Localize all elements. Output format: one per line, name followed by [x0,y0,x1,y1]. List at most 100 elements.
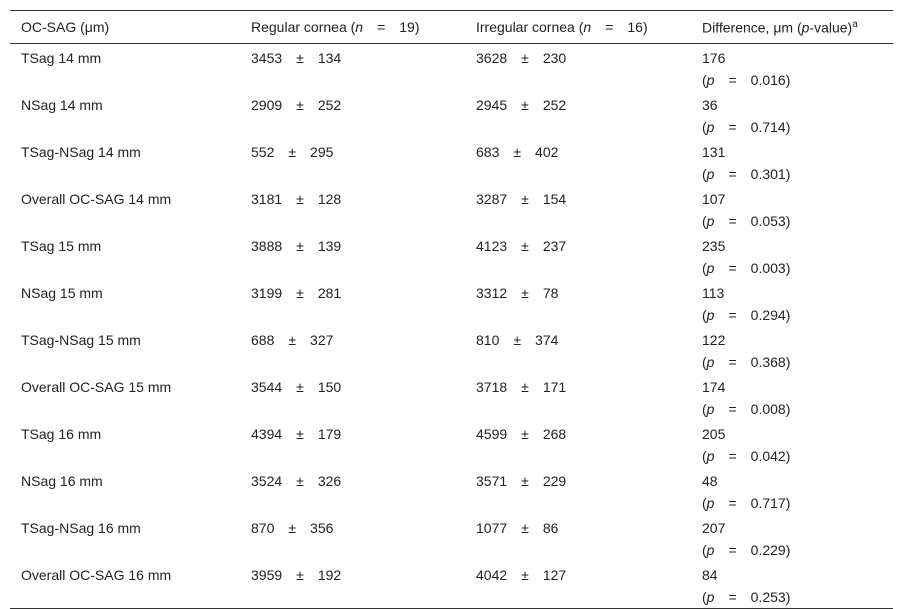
table-row: Overall OC-SAG 16 mm 3959 ±192 4042 ±127 84 (p… [10,561,893,609]
difference: 174 [702,379,726,395]
plus-minus: ± [521,520,529,536]
header-text: Difference, μm ( [702,19,802,36]
difference: 207 [702,520,726,536]
measure: TSag-NSag 16 mm [21,520,141,536]
measure-cell: TSag 14 mm [10,44,240,92]
plus-minus: ± [521,567,529,583]
paren: ) [785,260,791,276]
sd: 86 [542,520,559,536]
header-text: n [355,19,364,35]
sd: 281 [317,285,342,301]
sd: 326 [317,473,342,489]
difference-cell: 131 (p = 0.301) [691,138,893,185]
p-line: (p = 0.714) [702,116,893,138]
paren: ( [702,119,707,135]
equals: = [728,166,737,182]
measure: TSag-NSag 15 mm [21,332,141,348]
irregular-cell: 3628 ±230 [465,44,691,92]
mean: 2909 [251,97,283,113]
plus-minus: ± [513,144,522,160]
sd: 150 [317,379,342,395]
measure-cell: Overall OC-SAG 14 mm [10,185,240,232]
measure-cell: TSag 16 mm [10,420,240,467]
paren: ( [702,260,707,276]
irregular-cell: 3571 ±229 [465,467,691,514]
measure: Overall OC-SAG 16 mm [21,567,172,583]
sd: 192 [317,567,342,583]
paren: ) [785,307,791,323]
irregular-cell: 3312 ±78 [465,279,691,326]
measure-cell: TSag 15 mm [10,232,240,279]
table-row: NSag 16 mm 3524 ±326 3571 ±229 48 (p = 0.717) [10,467,893,514]
plus-minus: ± [521,473,529,489]
irregular-cell: 4599 ±268 [465,420,691,467]
difference: 235 [702,238,726,254]
measure: NSag 14 mm [21,97,103,113]
header-text: 19) [399,19,420,35]
header-text: n [583,19,592,35]
header-text: Irregular cornea ( [476,19,584,35]
p-symbol: p [706,119,715,135]
sd: 237 [542,238,567,254]
regular-cell: 4394 ±179 [240,420,465,467]
paren: ( [702,166,707,182]
measure: TSag-NSag 14 mm [21,144,141,160]
p-line: (p = 0.008) [702,398,893,420]
measure: Overall OC-SAG 15 mm [21,379,172,395]
plus-minus: ± [296,426,304,442]
difference: 205 [702,426,726,442]
plus-minus: ± [521,238,529,254]
table-row: TSag 15 mm 3888 ±139 4123 ±237 235 (p = 0.003) [10,232,893,279]
p-line: (p = 0.042) [702,445,893,467]
irregular-cell: 3718 ±171 [465,373,691,420]
mean: 3888 [251,238,283,254]
difference-cell: 205 (p = 0.042) [691,420,893,467]
difference-cell: 36 (p = 0.714) [691,91,893,138]
p-line: (p = 0.717) [702,492,893,514]
sd: 154 [542,191,567,207]
difference-cell: 174 (p = 0.008) [691,373,893,420]
sd: 229 [542,473,567,489]
p-symbol: p [706,448,715,464]
sd: 179 [317,426,342,442]
p-value: 0.714 [750,119,786,135]
plus-minus: ± [521,191,529,207]
measure: NSag 16 mm [21,473,103,489]
table-row: TSag 16 mm 4394 ±179 4599 ±268 205 (p = 0.042) [10,420,893,467]
measure-cell: Overall OC-SAG 15 mm [10,373,240,420]
mean: 3718 [476,379,508,395]
p-symbol: p [706,401,715,417]
p-symbol: p [706,542,715,558]
paren: ) [785,542,791,558]
difference: 131 [702,144,726,160]
sd: 139 [317,238,342,254]
mean: 2945 [476,97,508,113]
paren: ( [702,307,707,323]
sd: 134 [317,50,342,66]
mean: 3571 [476,473,508,489]
plus-minus: ± [288,520,297,536]
equals: = [728,260,737,276]
plus-minus: ± [296,379,304,395]
header-text: -value) [809,19,853,36]
measure: TSag 15 mm [21,238,102,254]
plus-minus: ± [521,97,529,113]
irregular-cell: 1077 ±86 [465,514,691,561]
equals: = [728,401,737,417]
regular-cell: 552 ±295 [240,138,465,185]
p-value: 0.053 [750,213,786,229]
difference-cell: 84 (p = 0.253) [691,561,893,609]
equals: = [728,307,737,323]
plus-minus: ± [521,426,529,442]
p-value: 0.301 [750,166,786,182]
mean: 4042 [476,567,508,583]
difference: 107 [702,191,726,207]
difference: 176 [702,50,726,66]
irregular-cell: 4123 ±237 [465,232,691,279]
mean: 3312 [476,285,508,301]
equals: = [728,354,737,370]
mean: 3181 [251,191,283,207]
header-text: Regular cornea ( [251,19,356,35]
mean: 3524 [251,473,283,489]
mean: 683 [476,144,500,160]
